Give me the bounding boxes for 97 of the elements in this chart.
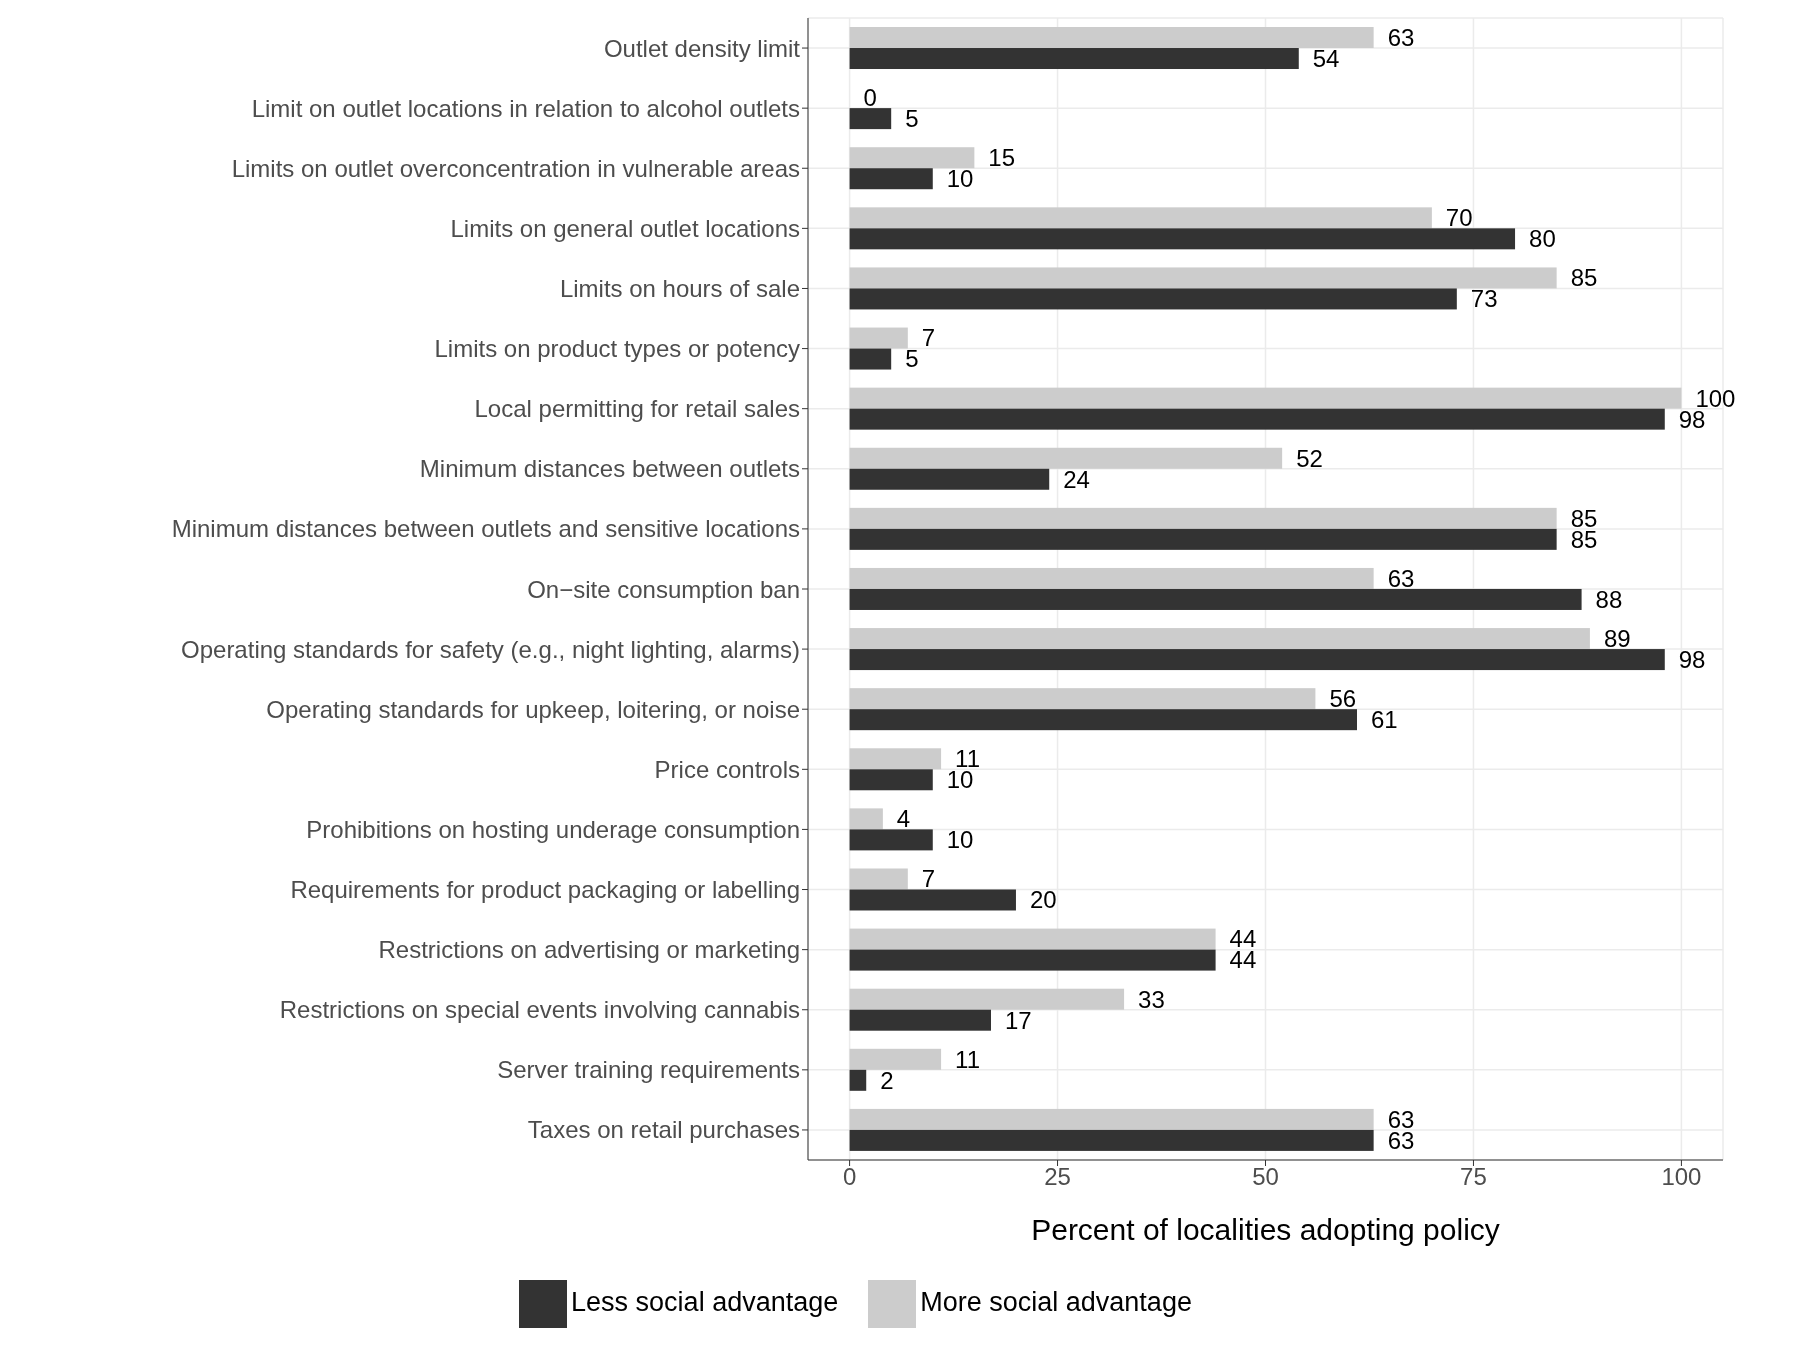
bar [849, 348, 892, 370]
data-label: 100 [1695, 384, 1736, 412]
data-label: 44 [1229, 946, 1257, 974]
data-label: 24 [1063, 465, 1090, 493]
y-tick-label: Minimum distances between outlets and sensitive locations [171, 515, 800, 543]
bar [849, 1048, 942, 1070]
data-label: 70 [1445, 204, 1473, 232]
bar [849, 507, 1557, 529]
bar [849, 48, 1299, 70]
y-tick-label: Limit on outlet locations in relation to alcohol outlets [251, 94, 800, 122]
y-tick-label: On−site consumption ban [527, 575, 800, 603]
x-tick-label: 50 [1252, 1163, 1279, 1191]
y-tick-label: Local permitting for retail sales [474, 395, 800, 423]
data-label: 54 [1312, 44, 1340, 72]
bar [849, 1129, 1374, 1151]
data-label: 5 [905, 345, 919, 373]
data-label: 0 [863, 84, 877, 112]
data-label: 88 [1595, 585, 1623, 613]
x-axis-title: Percent of localities adopting policy [1031, 1213, 1500, 1246]
y-tick-label: Limits on hours of sale [559, 274, 800, 302]
bar [849, 889, 1016, 911]
bar [849, 27, 1374, 49]
bar [849, 829, 933, 851]
data-label: 7 [921, 865, 936, 893]
bar [849, 949, 1216, 971]
y-tick-label: Price controls [654, 755, 800, 783]
bar [849, 528, 1557, 550]
bar [849, 649, 1665, 671]
y-tick-label: Taxes on retail purchases [527, 1116, 800, 1144]
data-label: 33 [1138, 985, 1165, 1013]
data-label: 85 [1570, 264, 1598, 292]
y-tick-label: Limits on general outlet locations [450, 214, 800, 242]
x-tick-label: 25 [1044, 1163, 1071, 1191]
y-tick-label: Restrictions on special events involving cannabis [279, 996, 800, 1024]
data-label: 63 [1387, 23, 1415, 51]
bar [849, 447, 1283, 469]
bar [849, 228, 1516, 250]
y-tick-label: Limits on product types or potency [434, 335, 800, 363]
data-label: 5 [905, 105, 919, 133]
bar [849, 108, 892, 130]
legend-label: More social advantage [920, 1287, 1192, 1318]
y-tick-label: Operating standards for upkeep, loitering, or noise [266, 695, 800, 723]
x-tick-label: 0 [842, 1163, 857, 1191]
bar [849, 769, 933, 791]
bar [849, 468, 1050, 490]
data-label: 52 [1296, 444, 1323, 472]
bar [849, 567, 1374, 589]
bar [849, 1069, 867, 1091]
bar [849, 327, 908, 349]
y-tick-label: Outlet density limit [603, 34, 801, 62]
bar [849, 808, 883, 830]
bar [849, 709, 1357, 731]
y-tick-label: Operating standards for safety (e.g., night lighting, alarms) [181, 635, 800, 663]
x-tick-label: 75 [1460, 1163, 1487, 1191]
bar [849, 168, 933, 190]
data-label: 10 [946, 165, 974, 193]
y-tick-label: Minimum distances between outlets [419, 455, 800, 483]
bar [849, 748, 942, 770]
y-tick-label: Requirements for product packaging or labelling [290, 876, 800, 904]
bar [849, 588, 1582, 610]
data-label: 63 [1387, 1105, 1415, 1133]
bar [849, 688, 1316, 710]
data-label: 89 [1603, 624, 1631, 652]
y-tick-label: Restrictions on advertising or marketing [378, 936, 800, 964]
bar [849, 1009, 991, 1031]
bar [849, 988, 1125, 1010]
y-tick-label: Prohibitions on hosting underage consumption [306, 815, 800, 843]
y-tick-label: Server training requirements [497, 1056, 800, 1084]
y-tick-label: Limits on outlet overconcentration in vulnerable areas [231, 154, 800, 182]
data-label: 63 [1387, 564, 1415, 592]
data-label: 56 [1329, 685, 1357, 713]
data-label: 2 [880, 1066, 894, 1094]
bar [849, 628, 1590, 650]
legend-label: Less social advantage [571, 1287, 839, 1318]
data-label: 20 [1029, 886, 1057, 914]
data-label: 61 [1371, 706, 1398, 734]
data-label: 85 [1570, 504, 1598, 532]
data-label: 17 [1005, 1006, 1032, 1034]
data-label: 10 [946, 766, 974, 794]
bar [849, 147, 975, 169]
bar [849, 267, 1557, 289]
data-label: 98 [1678, 645, 1706, 673]
data-label: 15 [988, 144, 1016, 172]
bar [849, 928, 1216, 950]
data-label: 73 [1470, 285, 1498, 313]
data-label: 80 [1529, 225, 1556, 253]
bar [849, 387, 1682, 409]
bar [849, 207, 1432, 229]
bar [849, 868, 908, 890]
data-label: 4 [896, 805, 911, 833]
data-label: 10 [946, 826, 974, 854]
bar [849, 408, 1665, 430]
bar [849, 1108, 1374, 1130]
data-label: 7 [921, 324, 936, 352]
x-tick-label: 100 [1661, 1163, 1702, 1191]
data-label: 11 [955, 1045, 981, 1073]
bar [849, 288, 1457, 310]
